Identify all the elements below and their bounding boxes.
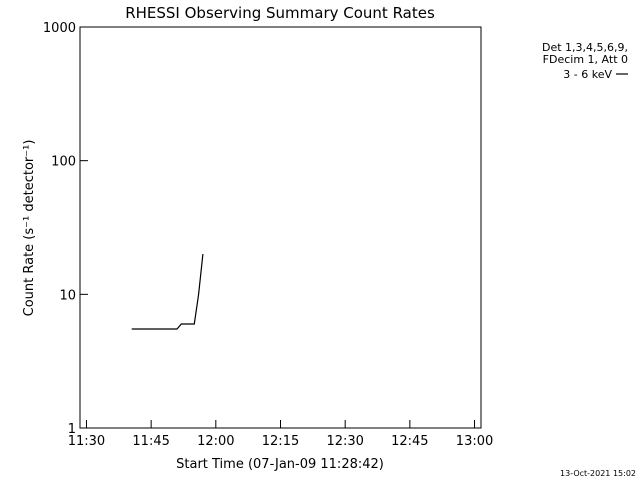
x-axis-label: Start Time (07-Jan-09 11:28:42) <box>176 457 384 472</box>
y-axis-label: Count Rate (s⁻¹ detector⁻¹) <box>22 140 37 317</box>
footer-timestamp: 13-Oct-2021 15:02 <box>560 469 636 478</box>
x-tick-label: 12:15 <box>262 434 299 449</box>
x-tick-label: 12:30 <box>326 434 363 449</box>
y-tick-label: 100 <box>51 155 76 170</box>
legend-title-line: FDecim 1, Att 0 <box>543 53 628 66</box>
y-tick-label: 1000 <box>43 21 76 36</box>
x-tick-label: 12:45 <box>391 434 428 449</box>
y-tick-label: 1 <box>68 422 76 437</box>
series-line <box>131 254 204 330</box>
legend-title-line: Det 1,3,4,5,6,9, <box>542 41 628 54</box>
y-axis-label-group: Count Rate (s⁻¹ detector⁻¹) <box>22 140 37 317</box>
x-tick-label: 13:00 <box>456 434 493 449</box>
legend-label: 3 - 6 keV <box>563 68 612 81</box>
y-tick-label: 10 <box>59 288 76 303</box>
x-tick-label: 11:30 <box>68 434 105 449</box>
x-tick-label: 12:00 <box>197 434 234 449</box>
chart-title: RHESSI Observing Summary Count Rates <box>125 4 435 22</box>
x-tick-label: 11:45 <box>132 434 169 449</box>
plot-frame <box>79 26 482 429</box>
